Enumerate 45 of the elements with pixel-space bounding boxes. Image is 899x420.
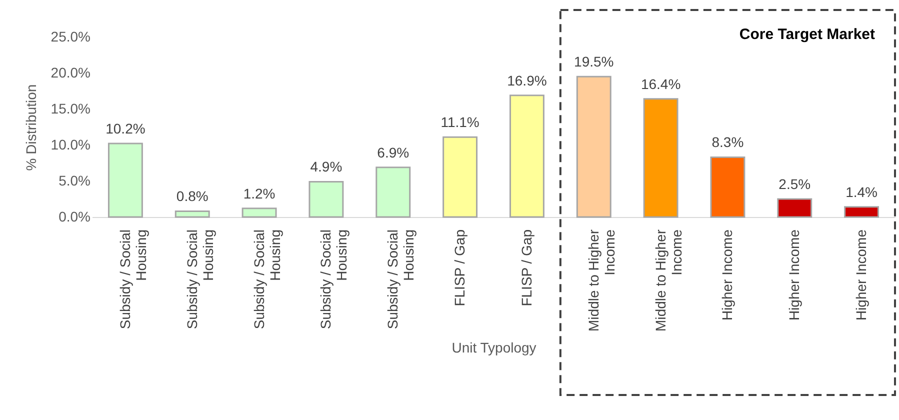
bar xyxy=(509,94,544,218)
bar xyxy=(242,208,277,218)
data-label: 1.4% xyxy=(846,184,878,200)
x-tick-label: Middle to Higher Income xyxy=(585,229,618,332)
bar xyxy=(710,156,746,218)
data-label: 11.1% xyxy=(440,114,480,130)
x-tick-label: Higher Income xyxy=(853,229,870,321)
data-label: 0.8% xyxy=(176,188,208,204)
data-label: 16.4% xyxy=(640,76,681,92)
x-tick-label: Subsidy / Social Housing xyxy=(116,230,149,330)
bar xyxy=(108,142,143,218)
x-tick-label: Subsidy / Social Housing xyxy=(184,230,216,330)
data-label: 10.2% xyxy=(106,120,146,137)
y-tick-label: 10.0% xyxy=(50,136,90,152)
data-label: 8.3% xyxy=(712,134,744,150)
data-label: 6.9% xyxy=(377,144,410,160)
bar xyxy=(643,98,678,218)
y-tick-label: 0.0% xyxy=(58,208,90,224)
x-tick-label: Subsidy / Social Housing xyxy=(318,230,350,330)
data-label: 1.2% xyxy=(243,185,276,202)
x-tick-label: FLISP / Gap xyxy=(452,229,468,306)
data-label: 16.9% xyxy=(507,72,547,88)
y-tick-label: 5.0% xyxy=(58,172,90,188)
bar xyxy=(576,76,612,218)
data-label: 2.5% xyxy=(778,176,811,192)
x-tick-label: Higher Income xyxy=(786,229,802,321)
bar xyxy=(308,180,344,218)
bar xyxy=(844,206,880,218)
annotation: Core Target Market xyxy=(739,26,876,43)
y-tick-label: 20.0% xyxy=(50,64,90,80)
bar xyxy=(442,136,478,218)
x-tick-label: FLISP / Gap xyxy=(518,229,534,306)
y-axis-title: % Distribution xyxy=(22,84,39,171)
data-label: 19.5% xyxy=(574,54,614,70)
x-axis-title: Unit Typology xyxy=(452,339,536,356)
y-tick-label: 15.0% xyxy=(50,100,90,116)
bar xyxy=(777,198,812,218)
y-tick-label: 25.0% xyxy=(50,28,90,44)
x-tick-label: Higher Income xyxy=(719,229,736,321)
x-tick-label: Subsidy / Social Housing xyxy=(384,230,417,330)
bar xyxy=(174,210,210,218)
bar xyxy=(376,166,411,218)
x-tick-label: Subsidy / Social Housing xyxy=(250,230,283,330)
x-tick-label: Middle to Higher Income xyxy=(652,229,684,332)
data-label: 4.9% xyxy=(310,158,342,175)
